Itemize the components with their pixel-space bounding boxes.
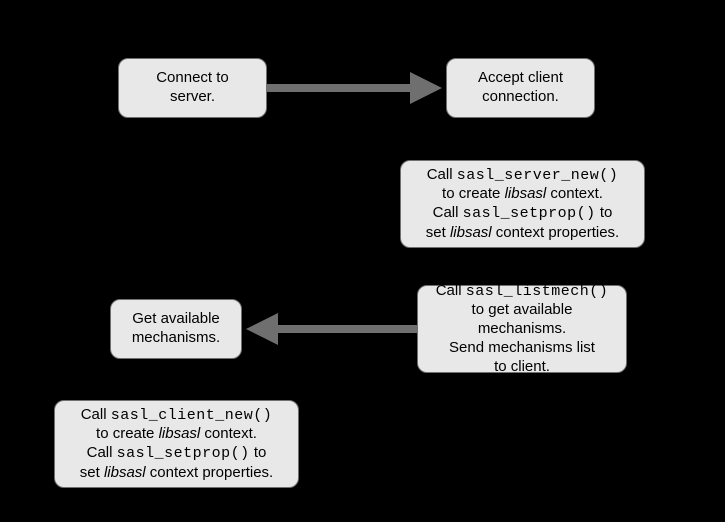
text-line: server. (170, 88, 215, 107)
text-line: connection. (482, 88, 559, 107)
node-client-getmech: Get available mechanisms. (110, 299, 242, 359)
text-line: to get available mechanisms. (432, 301, 612, 339)
text-line: Call sasl_setprop() to (87, 444, 267, 464)
node-server-listmech: Call sasl_listmech() to get available me… (417, 285, 627, 373)
text-line: set libsasl context properties. (80, 464, 273, 483)
node-client-connect: Connect to server. (118, 58, 267, 118)
text-line: Get available (132, 310, 220, 329)
text-line: to client. (494, 358, 550, 377)
node-server-new: Call sasl_server_new() to create libsasl… (400, 160, 645, 248)
text-line: Connect to (156, 69, 229, 88)
text-line: Call sasl_client_new() (81, 406, 273, 426)
text-line: Call sasl_server_new() (427, 166, 619, 186)
node-client-new: Call sasl_client_new() to create libsasl… (54, 400, 299, 488)
text-line: to create libsasl context. (96, 425, 257, 444)
text-line: Accept client (478, 69, 563, 88)
text-line: set libsasl context properties. (426, 224, 619, 243)
text-line: Call sasl_listmech() (436, 282, 609, 302)
text-line: Call sasl_setprop() to (433, 204, 613, 224)
node-server-accept: Accept client connection. (446, 58, 595, 118)
text-line: mechanisms. (132, 329, 220, 348)
text-line: to create libsasl context. (442, 185, 603, 204)
text-line: Send mechanisms list (449, 339, 595, 358)
